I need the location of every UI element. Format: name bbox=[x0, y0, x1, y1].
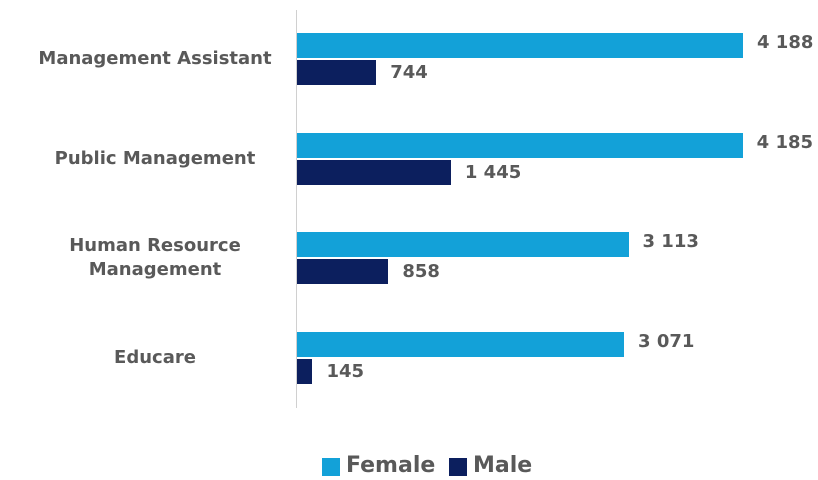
data-label: 4 188 bbox=[757, 32, 814, 53]
data-label: 1 445 bbox=[464, 161, 522, 183]
bar bbox=[297, 132, 743, 158]
category-label: Management Assistant bbox=[38, 48, 272, 69]
data-label: 744 bbox=[390, 62, 428, 83]
data-label: 4 185 bbox=[756, 131, 814, 153]
axis-line bbox=[296, 10, 297, 408]
bar bbox=[297, 159, 451, 185]
category-label: Educare bbox=[114, 347, 196, 369]
bar bbox=[297, 332, 625, 358]
bar bbox=[297, 33, 743, 58]
category-label: Human Resource Management bbox=[69, 235, 241, 281]
bar bbox=[297, 60, 377, 85]
legend-swatch bbox=[322, 458, 340, 476]
data-label: 858 bbox=[402, 261, 440, 283]
bar bbox=[297, 359, 313, 385]
bar bbox=[297, 232, 629, 258]
data-label: 3 071 bbox=[638, 331, 695, 353]
category-label: Public Management bbox=[54, 147, 256, 169]
legend-swatch bbox=[449, 458, 467, 476]
data-label: 3 113 bbox=[642, 231, 699, 253]
bar bbox=[297, 259, 389, 285]
legend-label: Female bbox=[346, 453, 436, 478]
data-label: 145 bbox=[326, 361, 365, 383]
legend-label: Male bbox=[473, 453, 533, 478]
